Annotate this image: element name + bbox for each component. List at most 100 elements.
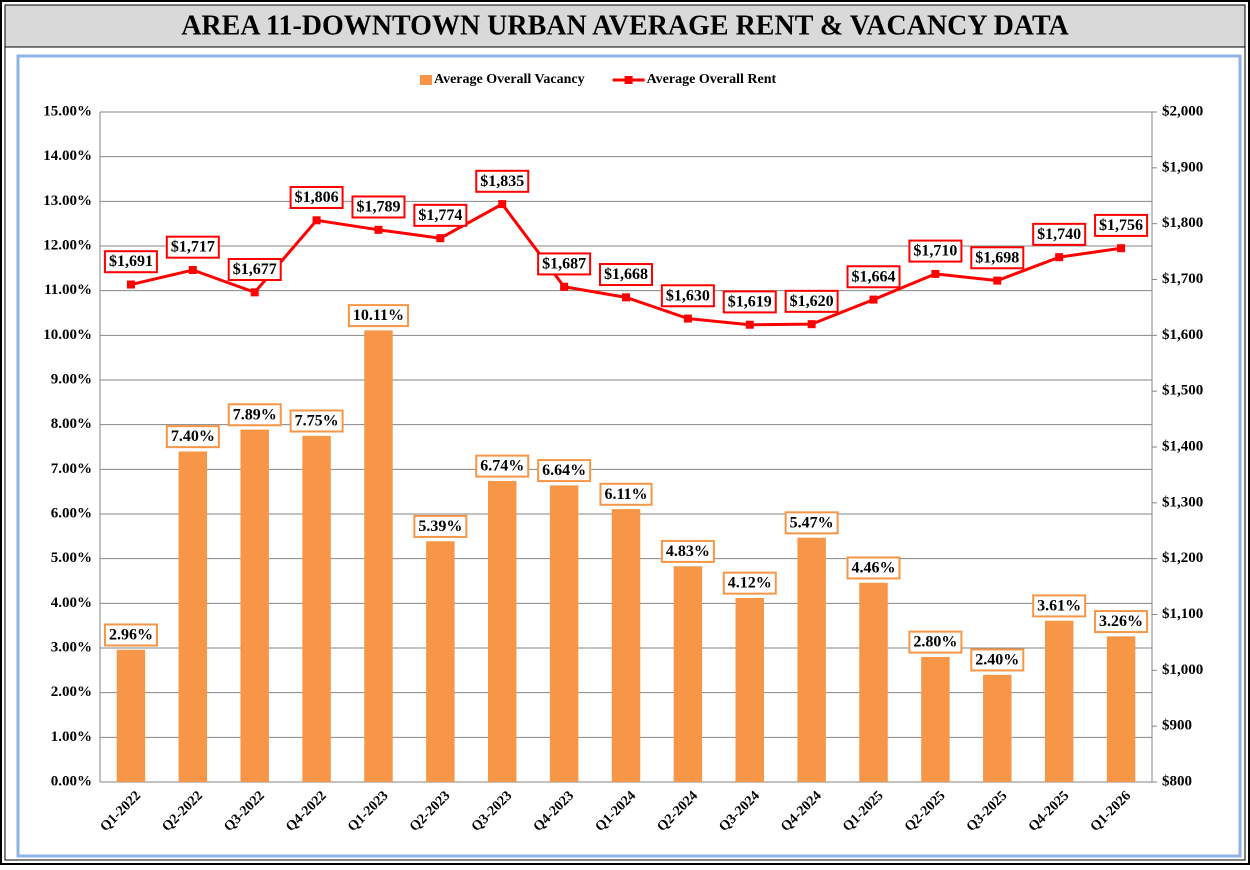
data-label: 7.89% <box>233 406 277 423</box>
data-label-box <box>475 169 530 193</box>
bar <box>178 451 208 782</box>
line-marker <box>807 320 816 329</box>
data-label: $1,789 <box>356 198 400 215</box>
y2-tick-label: $1,600 <box>1162 327 1203 343</box>
data-label: 2.40% <box>975 651 1019 668</box>
bar <box>611 509 641 782</box>
data-label-box <box>413 203 468 227</box>
data-label: $1,620 <box>790 293 834 310</box>
data-label-box <box>908 239 963 263</box>
y-tick-label: 3.00% <box>51 639 92 655</box>
data-label-box <box>103 623 158 647</box>
legend-label: Average Overall Rent <box>647 72 777 87</box>
data-label: 7.75% <box>295 413 339 430</box>
bar <box>116 649 146 782</box>
bar <box>302 435 331 782</box>
data-label-box <box>970 648 1025 672</box>
y-tick-label: 14.00% <box>43 148 92 164</box>
data-label: 3.61% <box>1037 597 1081 614</box>
data-label-box <box>227 403 282 427</box>
data-label-box <box>970 246 1025 270</box>
y2-tick-label: $1,300 <box>1162 494 1203 510</box>
data-label: 7.40% <box>171 428 215 445</box>
bar <box>859 582 888 782</box>
legend-swatch <box>624 76 633 84</box>
line-marker <box>993 276 1002 285</box>
data-label: 4.46% <box>852 559 896 576</box>
bar <box>488 480 517 782</box>
legend-label: Average Overall Vacancy <box>434 72 585 87</box>
line-marker <box>374 225 383 234</box>
line-marker <box>869 295 878 304</box>
data-label-box <box>784 289 839 313</box>
y2-tick-label: $900 <box>1162 718 1192 734</box>
data-label-box <box>846 265 901 289</box>
data-label-box <box>537 459 592 483</box>
y-tick-label: 13.00% <box>43 193 92 209</box>
bar <box>549 485 579 782</box>
data-label: 5.39% <box>418 518 462 535</box>
y2-tick-label: $1,900 <box>1162 159 1203 175</box>
line-marker <box>126 280 135 289</box>
line-marker <box>560 282 569 291</box>
data-label: $1,698 <box>975 249 1019 266</box>
data-label-box <box>413 514 468 538</box>
data-label-box <box>475 454 530 478</box>
data-label-box <box>846 556 901 580</box>
bar <box>364 330 393 782</box>
data-label-box <box>1094 213 1149 237</box>
line-marker <box>312 216 321 225</box>
y2-tick-label: $800 <box>1162 773 1192 789</box>
data-label: $1,664 <box>852 268 896 285</box>
y-tick-label: 0.00% <box>51 773 92 789</box>
data-label: $1,835 <box>480 173 524 190</box>
data-label-box <box>722 290 777 314</box>
line-marker <box>498 200 507 209</box>
data-label: 6.74% <box>480 458 524 475</box>
data-label-box <box>908 630 963 654</box>
data-label-box <box>660 284 715 308</box>
data-label-box <box>289 409 344 433</box>
data-label: $1,687 <box>542 255 586 272</box>
data-label-box <box>289 185 344 209</box>
bar <box>673 566 703 782</box>
y-tick-label: 12.00% <box>43 237 92 253</box>
data-label: $1,774 <box>418 207 462 224</box>
data-label-box <box>660 539 715 563</box>
data-label-box <box>599 263 653 287</box>
data-label: $1,717 <box>171 239 215 256</box>
line-marker <box>250 288 259 297</box>
y2-tick-label: $1,100 <box>1162 606 1203 622</box>
data-label-box <box>537 252 592 276</box>
data-label: $1,806 <box>295 189 339 206</box>
data-label: $1,630 <box>666 287 710 304</box>
bar <box>426 541 455 782</box>
line-marker <box>1117 244 1126 253</box>
data-label: $1,677 <box>233 261 277 278</box>
bar <box>983 674 1012 782</box>
data-label-box <box>103 250 158 274</box>
bar <box>240 429 269 782</box>
y2-tick-label: $2,000 <box>1162 103 1203 119</box>
line-marker <box>931 269 940 278</box>
y2-tick-label: $1,400 <box>1162 438 1203 454</box>
bar <box>797 537 826 782</box>
line-marker <box>622 293 630 302</box>
y2-tick-label: $1,000 <box>1162 662 1203 678</box>
bar <box>735 597 764 782</box>
y-tick-label: 10.00% <box>43 327 92 343</box>
y2-tick-label: $1,200 <box>1162 550 1203 566</box>
data-label: 4.83% <box>666 543 710 560</box>
line-marker <box>683 314 692 323</box>
y2-tick-label: $1,700 <box>1162 271 1203 287</box>
data-label: 5.47% <box>790 514 834 531</box>
y-tick-label: 1.00% <box>51 729 92 745</box>
title-banner <box>4 4 1246 48</box>
bar <box>921 656 950 782</box>
data-label-box <box>1094 610 1149 634</box>
line-marker <box>745 320 754 329</box>
data-label: 6.64% <box>542 462 586 479</box>
